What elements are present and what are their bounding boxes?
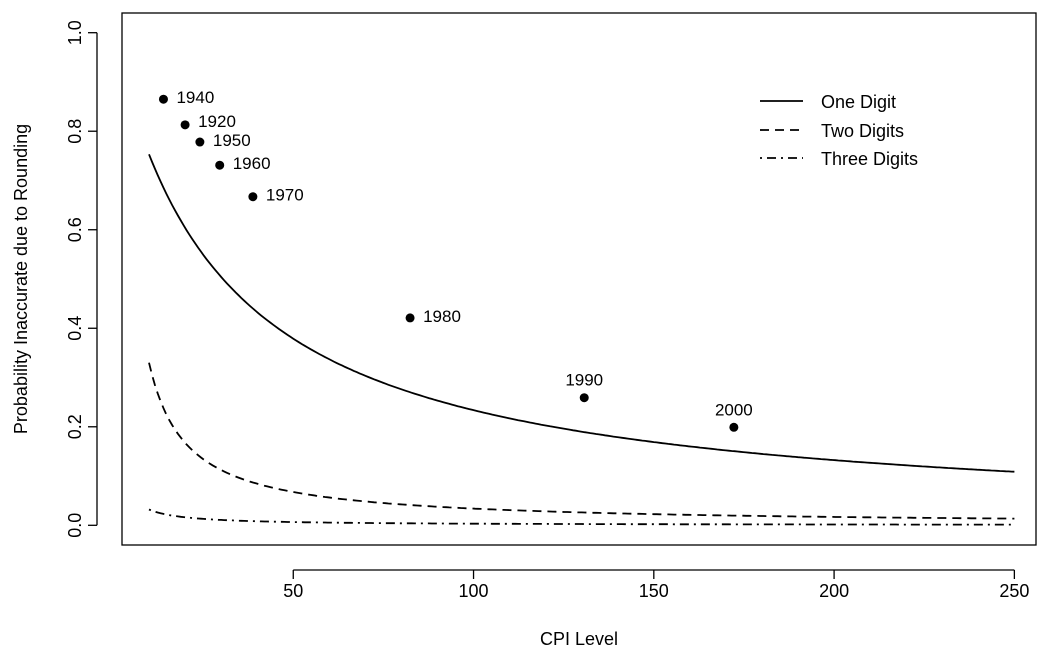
- y-tick-label: 0.2: [65, 414, 85, 439]
- legend-label-three-digits: Three Digits: [821, 149, 918, 169]
- point-label-1940: 1940: [176, 88, 214, 107]
- legend-label-two-digits: Two Digits: [821, 121, 904, 141]
- x-axis-title: CPI Level: [540, 629, 618, 649]
- y-tick-label: 0.8: [65, 119, 85, 144]
- legend-label-one-digit: One Digit: [821, 92, 896, 112]
- point-label-1980: 1980: [423, 307, 461, 326]
- point-label-1960: 1960: [233, 154, 271, 173]
- series-line-three-digits: [148, 508, 1015, 526]
- point-label-1950: 1950: [213, 131, 251, 150]
- y-tick-label: 1.0: [65, 20, 85, 45]
- series-layer: [148, 153, 1015, 526]
- x-axis: 50 100 150 200 250: [283, 569, 1029, 601]
- point-label-1920: 1920: [198, 112, 236, 131]
- y-tick-label: 0.4: [65, 316, 85, 341]
- x-tick-label: 50: [283, 581, 303, 601]
- x-tick-label: 100: [459, 581, 489, 601]
- x-tick-label: 150: [639, 581, 669, 601]
- point-marker-1960: [215, 160, 225, 170]
- point-marker-1950: [195, 137, 205, 147]
- plot-frame: [121, 12, 1037, 546]
- point-label-2000: 2000: [715, 400, 753, 419]
- y-tick-label: 0.6: [65, 217, 85, 242]
- x-tick-label: 200: [819, 581, 849, 601]
- point-marker-1970: [248, 192, 258, 202]
- point-marker-2000: [729, 422, 739, 432]
- point-marker-1920: [180, 120, 190, 130]
- y-axis: 0.0 0.2 0.4 0.6 0.8 1.0: [65, 20, 98, 538]
- x-tick-label: 250: [999, 581, 1029, 601]
- legend: One Digit Two Digits Three Digits: [760, 92, 918, 169]
- series-line-two-digits: [148, 362, 1015, 520]
- series-line-one-digit: [148, 153, 1015, 473]
- point-marker-1990: [579, 393, 589, 403]
- point-label-1990: 1990: [565, 371, 603, 390]
- point-marker-1940: [158, 94, 168, 104]
- y-tick-label: 0.0: [65, 513, 85, 538]
- point-label-1970: 1970: [266, 186, 304, 205]
- point-marker-1980: [405, 313, 415, 323]
- y-axis-title: Probability Inaccurate due to Rounding: [11, 124, 31, 434]
